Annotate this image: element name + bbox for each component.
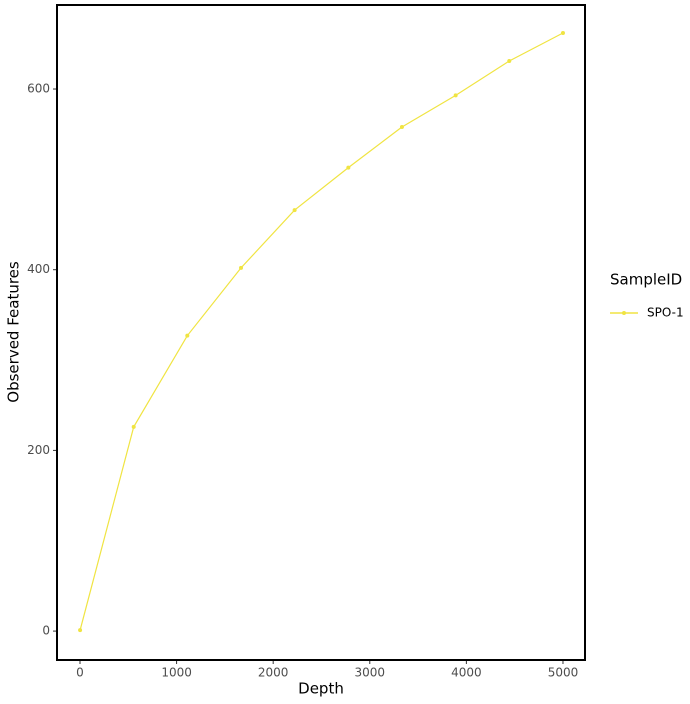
plot-frame [56,4,586,661]
data-point [453,93,458,98]
data-point [185,333,190,338]
x-tick-label: 0 [76,666,84,680]
x-tick-label: 4000 [451,666,482,680]
data-point [399,124,404,129]
data-point [507,59,512,64]
data-point [346,165,351,170]
data-point [239,265,244,270]
data-point [560,31,565,36]
y-axis-label: Observed Features [5,261,23,403]
x-axis-label: Depth [298,680,344,698]
data-point [131,424,136,429]
legend-point [622,311,626,315]
legend-title: SampleID [610,271,682,289]
data-point [78,628,83,633]
x-tick-label: 5000 [548,666,579,680]
x-tick-label: 2000 [258,666,289,680]
y-tick-label: 200 [27,443,50,457]
y-tick-label: 0 [42,624,50,638]
series-line [79,32,564,631]
legend-label: SPO-1 [647,306,684,320]
x-tick-label: 3000 [355,666,386,680]
y-tick-label: 600 [27,82,50,96]
x-tick-label: 1000 [161,666,192,680]
y-tick-label: 400 [27,262,50,276]
data-point [292,208,297,213]
